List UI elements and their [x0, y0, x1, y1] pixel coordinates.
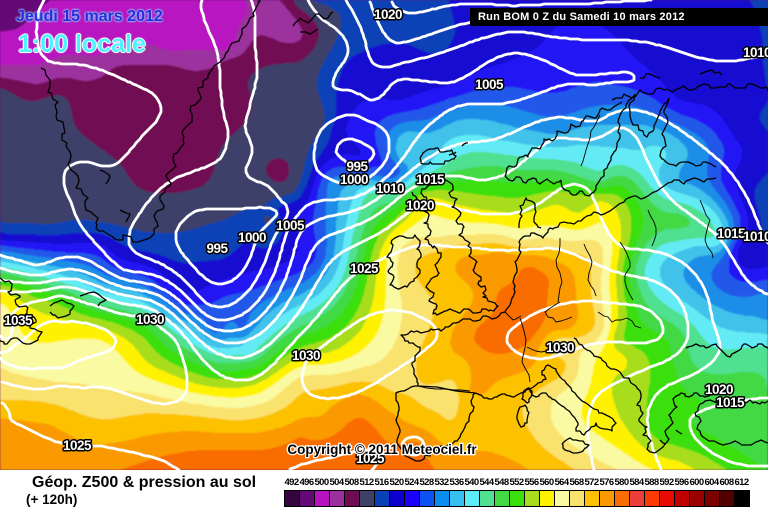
- svg-text:1005: 1005: [475, 77, 504, 92]
- svg-text:1020: 1020: [705, 382, 733, 397]
- svg-text:1025: 1025: [356, 451, 385, 466]
- svg-text:1015: 1015: [416, 172, 445, 187]
- svg-text:995: 995: [346, 159, 368, 174]
- svg-text:1015: 1015: [717, 226, 746, 241]
- svg-text:1005: 1005: [276, 218, 305, 233]
- svg-text:1010: 1010: [376, 181, 404, 196]
- svg-text:1035: 1035: [4, 313, 33, 328]
- svg-text:1020: 1020: [406, 198, 434, 213]
- svg-text:1030: 1030: [136, 312, 164, 327]
- svg-text:1010: 1010: [743, 229, 768, 244]
- svg-text:1025: 1025: [63, 438, 92, 453]
- svg-text:Copyright © 2011 Meteociel.fr: Copyright © 2011 Meteociel.fr: [287, 442, 477, 457]
- svg-text:1010: 1010: [743, 45, 768, 60]
- svg-text:995: 995: [206, 241, 228, 256]
- svg-text:1000: 1000: [238, 230, 266, 245]
- svg-text:1025: 1025: [350, 261, 379, 276]
- svg-text:1030: 1030: [546, 340, 574, 355]
- svg-text:1015: 1015: [716, 395, 745, 410]
- svg-text:1000: 1000: [340, 172, 368, 187]
- svg-text:1030: 1030: [292, 348, 320, 363]
- svg-text:1020: 1020: [374, 7, 402, 22]
